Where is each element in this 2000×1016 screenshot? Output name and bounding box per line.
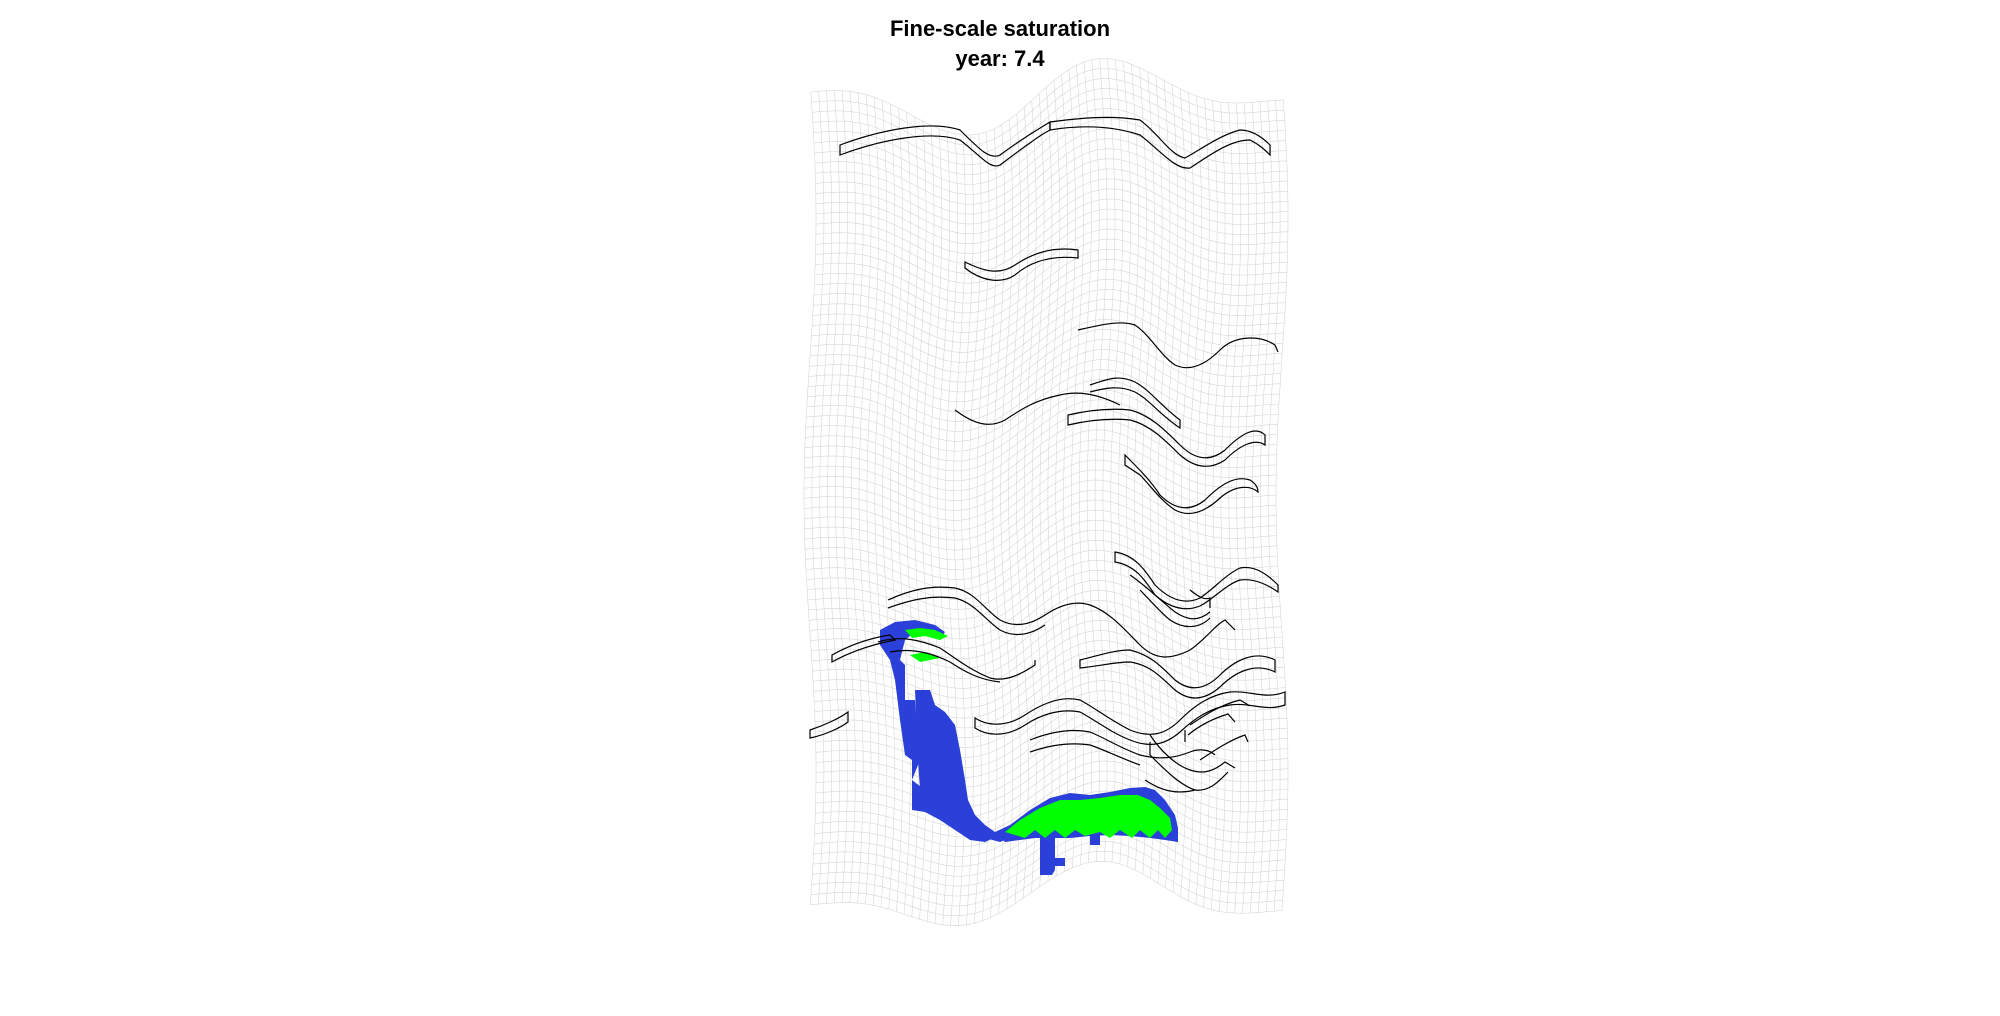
layer-outline (954, 392, 1121, 425)
grid-column-line (850, 92, 864, 904)
grid-row-line (813, 650, 1287, 719)
grid-column-line (1181, 92, 1194, 901)
layer-outline (1049, 116, 1271, 169)
layer-outline (964, 248, 1079, 281)
grid-column-line (811, 91, 825, 905)
grid-column-line (1204, 100, 1218, 910)
grid-column-line (803, 91, 817, 905)
grid-column-line (842, 91, 856, 903)
grid-column-line (1220, 102, 1234, 913)
grid-column-line (1157, 80, 1171, 888)
grid-column-line (882, 104, 896, 910)
layer-outline (1079, 649, 1276, 699)
plume-side-finger (912, 730, 925, 763)
grid-column-line (1008, 113, 1021, 904)
grid-column-line (1189, 95, 1202, 905)
grid-column-line (1086, 59, 1100, 862)
grid-column-line (827, 90, 840, 903)
layer-outline (1029, 743, 1141, 766)
layer-outline (1189, 699, 1251, 726)
figure-subtitle: year: 7.4 (955, 46, 1045, 71)
grid-column-line (1000, 119, 1014, 909)
layer-outline (877, 638, 1036, 680)
layer-outline (889, 649, 1001, 683)
trapped-lower-layer (1005, 795, 1172, 838)
grid-column-line (1228, 102, 1242, 914)
grid-column-line (1173, 88, 1186, 897)
grid-column-line (835, 90, 848, 903)
grid-column-line (874, 100, 888, 908)
layer-outline (831, 634, 897, 664)
grid-column-line (1047, 80, 1061, 877)
grid-column-line (992, 124, 1006, 914)
grid-column-line (1244, 102, 1257, 914)
grid-column-line (1016, 107, 1029, 899)
grid-column-line (1102, 58, 1116, 863)
shale-layer-outlines (809, 116, 1286, 793)
grid-column-line (858, 94, 872, 905)
grid-column-line (890, 108, 903, 912)
layer-outline (1187, 713, 1236, 736)
grid-column-line (906, 116, 919, 917)
grid-column-line (819, 90, 832, 904)
layer-outline (974, 691, 1286, 746)
layer-outline (809, 710, 849, 739)
grid-column-line (1260, 100, 1273, 912)
layer-outline (1114, 551, 1279, 610)
grid-column-line (961, 135, 974, 925)
layer-outline (1189, 589, 1211, 608)
grid-column-line (984, 128, 998, 918)
grid-column-line (1126, 64, 1139, 871)
grid-column-line (1252, 101, 1265, 913)
grid-column-line (1031, 93, 1045, 887)
grid-column-line (1078, 61, 1092, 863)
grid-column-line (1196, 98, 1210, 908)
plume-column (915, 690, 1010, 842)
grid-column-line (866, 97, 880, 906)
figure-title: Fine-scale saturation (889, 16, 1111, 41)
layer-outline (1144, 779, 1196, 793)
grid-column-line (1055, 74, 1068, 872)
grid-column-line (1165, 84, 1179, 893)
layer-outline (1124, 453, 1259, 515)
layer-outline (1029, 729, 1216, 759)
grid-column-line (1110, 59, 1124, 865)
grid-column-line (1039, 87, 1053, 882)
grid-column-line (1212, 101, 1226, 912)
grid-column-line (1149, 75, 1163, 884)
layer-outline (1149, 734, 1236, 773)
layer-outline (1067, 408, 1266, 467)
layer-outline (1139, 589, 1211, 628)
grid-column-line (1267, 100, 1281, 912)
layer-outline (887, 586, 1236, 658)
trapped-upper-cap (905, 628, 948, 640)
layer-outline (1199, 734, 1249, 761)
grid-column-line (1118, 61, 1131, 867)
layer-outline (1077, 322, 1279, 369)
reservoir-grid (803, 58, 1289, 926)
trapped-upper-lens (910, 652, 940, 662)
layer-outline (1129, 574, 1211, 620)
grid-column-line (1236, 102, 1250, 914)
grid-column-line (1024, 100, 1037, 893)
plume-drip (1040, 835, 1100, 875)
saturation-field (880, 620, 1178, 875)
grid-column-line (976, 131, 990, 921)
layer-outline (1089, 377, 1181, 430)
grid-column-line (1063, 69, 1076, 868)
grid-column-line (1275, 100, 1289, 911)
grid-column-line (968, 134, 982, 924)
grid-column-line (898, 112, 911, 915)
layer-outline (887, 596, 1046, 636)
